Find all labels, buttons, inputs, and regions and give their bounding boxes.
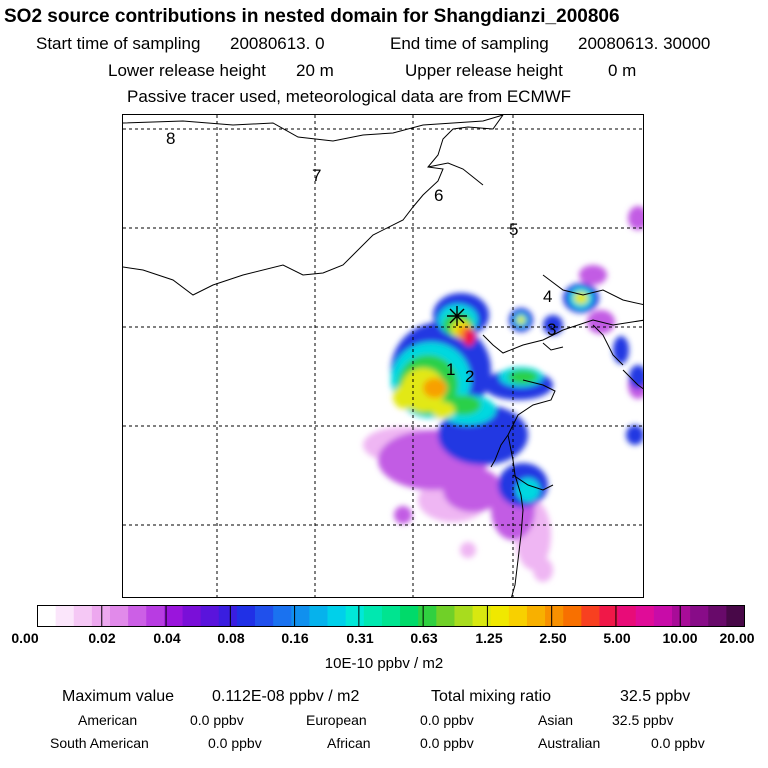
colorbar-cell bbox=[309, 605, 328, 627]
region-label: 5 bbox=[509, 220, 519, 239]
colorbar bbox=[37, 605, 745, 627]
start-time-label: Start time of sampling bbox=[36, 34, 201, 53]
colorbar-cell bbox=[690, 605, 709, 627]
region-label: 1 bbox=[446, 360, 456, 379]
region-label: 8 bbox=[166, 129, 176, 148]
colorbar-tick: 1.25 bbox=[475, 630, 503, 646]
coastlines bbox=[123, 115, 643, 597]
region-name: European bbox=[306, 712, 367, 728]
region-label: 3 bbox=[547, 320, 557, 339]
colorbar-cell bbox=[526, 605, 546, 627]
upper-height-value: 0 m bbox=[608, 61, 637, 80]
colorbar-cell bbox=[128, 605, 147, 627]
colorbar-cell bbox=[490, 605, 510, 627]
region-value: 0.0 ppbv bbox=[420, 712, 474, 728]
colorbar-cell bbox=[146, 605, 165, 627]
page-title: SO2 source contributions in nested domai… bbox=[4, 6, 620, 27]
colorbar-cell bbox=[581, 605, 600, 627]
colorbar-tick: 0.02 bbox=[88, 630, 116, 646]
region-label: 4 bbox=[543, 287, 553, 306]
upper-height-label: Upper release height bbox=[405, 61, 563, 80]
colorbar-cell bbox=[164, 605, 183, 627]
colorbar-cell bbox=[363, 605, 383, 627]
colorbar-cell bbox=[671, 605, 691, 627]
colorbar-units: 10E-10 ppbv / m2 bbox=[324, 655, 444, 672]
region-name: Asian bbox=[538, 712, 574, 728]
colorbar-cell bbox=[563, 605, 582, 627]
region-value: 32.5 ppbv bbox=[612, 712, 674, 728]
colorbar-cell bbox=[472, 605, 492, 627]
region-name: South American bbox=[50, 735, 149, 751]
region-label: 6 bbox=[434, 186, 444, 205]
asterisk-icon bbox=[447, 306, 467, 326]
lower-height-value: 20 m bbox=[296, 61, 334, 80]
colorbar-cell bbox=[454, 605, 473, 627]
end-time-value: 20080613. 30000 bbox=[578, 34, 711, 53]
region-label: 7 bbox=[312, 166, 322, 185]
colorbar-cell bbox=[37, 605, 57, 627]
region-value: 0.0 ppbv bbox=[190, 712, 244, 728]
colorbar-tick: 20.00 bbox=[719, 630, 755, 646]
region-label: 2 bbox=[465, 367, 475, 386]
colorbar-cell bbox=[508, 605, 528, 627]
colorbar-cell bbox=[400, 605, 419, 627]
colorbar-cell bbox=[218, 605, 238, 627]
colorbar-cell bbox=[617, 605, 637, 627]
colorbar-cell bbox=[545, 605, 564, 627]
colorbar-cell bbox=[345, 605, 365, 627]
colorbar-cell bbox=[327, 605, 347, 627]
region-value: 0.0 ppbv bbox=[651, 735, 705, 751]
colorbar-cell bbox=[418, 605, 437, 627]
colorbar-cell bbox=[381, 605, 401, 627]
start-time-value: 20080613. 0 bbox=[230, 34, 325, 53]
colorbar-cell bbox=[291, 605, 310, 627]
end-time-label: End time of sampling bbox=[390, 34, 549, 53]
colorbar-cell bbox=[436, 605, 455, 627]
total-mixing-value: 32.5 ppbv bbox=[620, 688, 691, 705]
colorbar-tick: 5.00 bbox=[603, 630, 631, 646]
colorbar-cell bbox=[653, 605, 673, 627]
region-name: Australian bbox=[538, 735, 601, 751]
region-name: African bbox=[327, 735, 371, 751]
map-panel: 8 7 6 5 4 3 2 1 bbox=[122, 114, 644, 598]
colorbar-cell bbox=[635, 605, 655, 627]
colorbar-cell bbox=[236, 605, 256, 627]
colorbar-tick: 0.16 bbox=[281, 630, 309, 646]
region-value: 0.0 ppbv bbox=[420, 735, 474, 751]
region-name: American bbox=[78, 712, 138, 728]
colorbar-tick: 0.04 bbox=[153, 630, 181, 646]
colorbar-cell bbox=[182, 605, 202, 627]
region-value: 0.0 ppbv bbox=[208, 735, 262, 751]
colorbar-cell bbox=[255, 605, 274, 627]
graticule bbox=[123, 115, 643, 597]
colorbar-cell bbox=[599, 605, 618, 627]
lower-height-label: Lower release height bbox=[108, 61, 266, 80]
colorbar-cell bbox=[73, 605, 93, 627]
map-canvas bbox=[123, 115, 643, 597]
colorbar-cell bbox=[91, 605, 111, 627]
colorbar-cell bbox=[110, 605, 129, 627]
concentration-field bbox=[363, 206, 643, 582]
colorbar-cell bbox=[200, 605, 220, 627]
colorbar-tick: 0.08 bbox=[217, 630, 245, 646]
colorbar-cell bbox=[708, 605, 727, 627]
info-line: Passive tracer used, meteorological data… bbox=[127, 87, 572, 106]
colorbar-tick: 0.63 bbox=[410, 630, 438, 646]
total-mixing-label: Total mixing ratio bbox=[431, 688, 552, 705]
colorbar-tick: 2.50 bbox=[539, 630, 567, 646]
colorbar-tick: 0.00 bbox=[11, 630, 39, 646]
colorbar-cell bbox=[55, 605, 75, 627]
max-value: 0.112E-08 ppbv / m2 bbox=[212, 688, 360, 705]
colorbar-tick: 0.31 bbox=[346, 630, 374, 646]
max-value-label: Maximum value bbox=[62, 688, 175, 705]
colorbar-cell bbox=[726, 605, 745, 627]
colorbar-tick: 10.00 bbox=[662, 630, 698, 646]
colorbar-cell bbox=[273, 605, 292, 627]
